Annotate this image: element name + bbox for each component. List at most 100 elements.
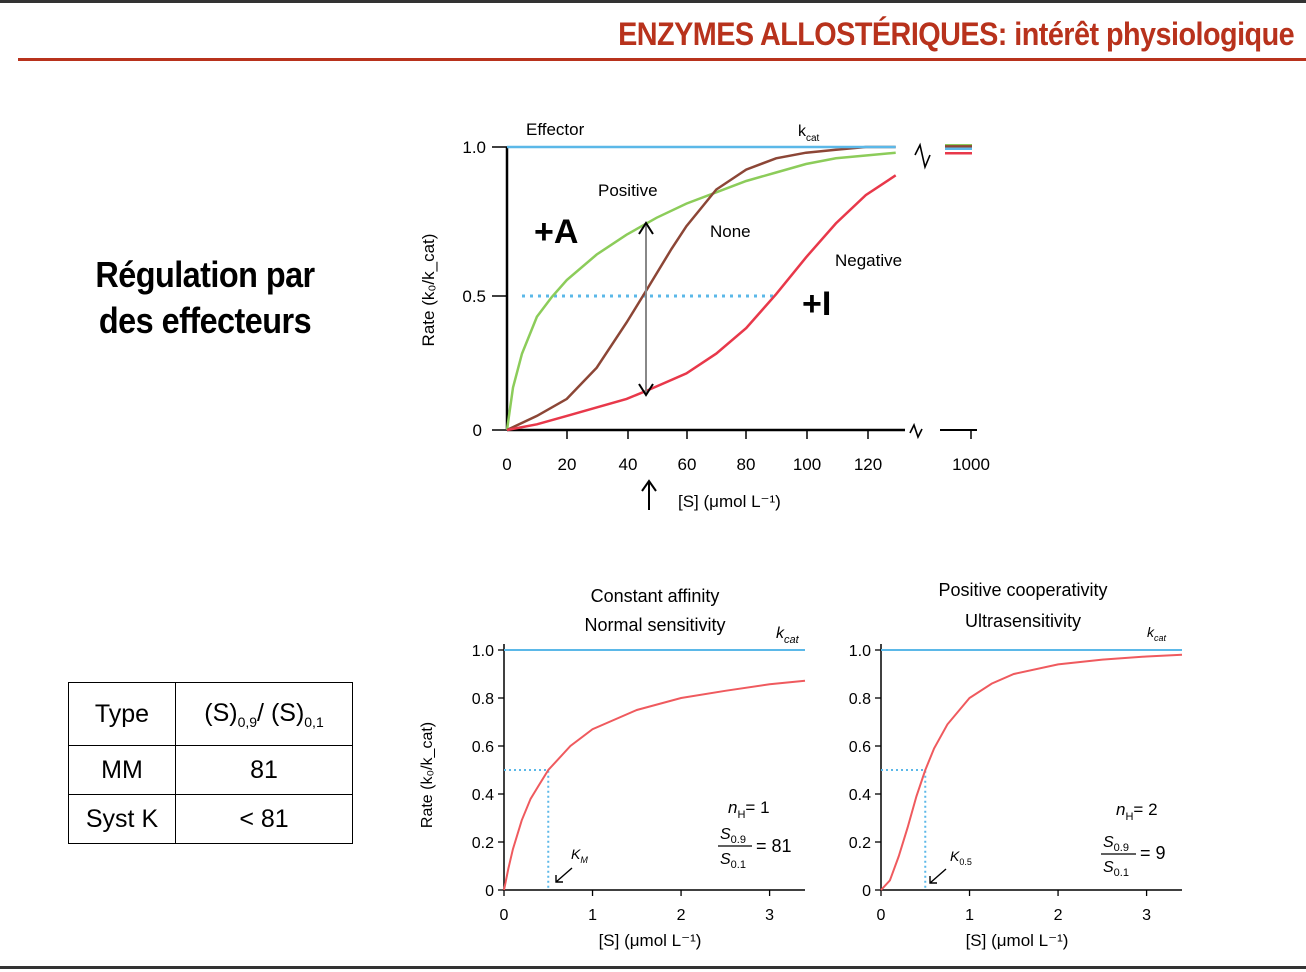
positive-label: Positive (598, 181, 658, 200)
ratio-value: = 81 (756, 836, 792, 856)
constant-affinity-chart: Constant affinity Normal sensitivity kca… (419, 586, 806, 950)
substrate-arrow-icon (641, 479, 657, 510)
table-header-row: Type (S)0,9/ (S)0,1 (68, 682, 353, 746)
y-tick-label: 0.8 (472, 691, 494, 708)
k05-label: K0.5 (950, 848, 972, 867)
table-row: Syst K < 81 (68, 794, 353, 844)
title-underline (18, 58, 1306, 61)
table-header-ratio: (S)0,9/ (S)0,1 (175, 682, 353, 746)
x-tick-label: 0 (500, 907, 509, 924)
x-tick-label: 100 (793, 455, 821, 474)
x-axis-label: [S] (μmol L⁻¹) (599, 931, 702, 950)
x-tick-label: 2 (677, 907, 686, 924)
x-tick-label: 3 (765, 907, 774, 924)
x-tick-label: 60 (678, 455, 697, 474)
effector-label: Effector (526, 120, 585, 139)
y-tick-label: 0.6 (472, 739, 494, 756)
effector-chart: 1.0 0.5 0 0 20 40 60 80 100 120 1000 Rat… (419, 120, 990, 511)
ratio-value: = 9 (1140, 843, 1166, 863)
slide-title: ENZYMES ALLOSTÉRIQUES: intérêt physiolog… (617, 16, 1295, 52)
positive-curve (505, 151, 896, 431)
kcat-label: kcat (1147, 624, 1167, 643)
curves-group (505, 143, 972, 432)
sigmoidal-curve (880, 653, 1183, 891)
subtitle-line-1: Régulation par (95, 254, 315, 295)
y-tick-label: 0.4 (472, 787, 494, 804)
table-cell-type: Syst K (68, 794, 176, 844)
none-curve (506, 145, 896, 432)
k05-pointer-arrow-icon (929, 868, 947, 884)
chart-title-line-2: Ultrasensitivity (965, 611, 1081, 631)
km-pointer-arrow-icon (555, 867, 573, 883)
y-tick-label: 0.2 (472, 835, 494, 852)
kcat-label: kcat (776, 625, 800, 646)
axis-break-icon (909, 422, 923, 440)
table-cell-ratio: < 81 (175, 794, 353, 844)
y-tick-label: 0 (862, 883, 871, 900)
curves-group (880, 649, 1183, 891)
x-tick-label: 1 (965, 907, 974, 924)
slide-subtitle: Régulation par des effecteurs (75, 252, 336, 344)
ratio-numerator: S0.9 (720, 826, 746, 846)
negative-curve (506, 174, 897, 432)
arrow-head-up-icon (638, 221, 654, 235)
hill-coefficient-label: nH= 1 (728, 798, 770, 821)
subtitle-line-2: des effecteurs (98, 300, 312, 341)
y-tick-label: 1.0 (849, 643, 871, 660)
curve-break-icon (914, 142, 931, 170)
x-tick-label: 2 (1054, 907, 1063, 924)
table-cell-type: MM (68, 745, 176, 795)
km-label: KM (571, 846, 588, 865)
x-tick-label: 80 (737, 455, 756, 474)
chart-title-line-2: Normal sensitivity (584, 615, 725, 635)
bottom-border (0, 966, 1306, 969)
x-tick-label: 120 (854, 455, 882, 474)
x-tick-label: 3 (1142, 907, 1151, 924)
y-axis-label: Rate (k₀/k_cat) (419, 234, 438, 347)
x-tick-label: 0 (502, 455, 511, 474)
chart-title-line-1: Positive cooperativity (938, 580, 1107, 600)
x-ticks: 0 1 2 3 (877, 890, 1151, 924)
half-saturation-guide (504, 769, 550, 890)
hill-coefficient-label: nH= 2 (1116, 800, 1158, 823)
x-axis-label: [S] (μmol L⁻¹) (678, 492, 781, 511)
ratio-numerator: S0.9 (1103, 834, 1129, 854)
y-tick-label: 0 (485, 883, 494, 900)
table-header-type: Type (68, 682, 176, 746)
x-ticks: 0 1 2 3 (500, 890, 774, 924)
none-label: None (710, 222, 751, 241)
top-border (0, 0, 1306, 3)
y-ticks: 0 0.2 0.4 0.6 0.8 1.0 (849, 643, 881, 900)
y-tick-label: 1.0 (472, 643, 494, 660)
positive-cooperativity-chart: Positive cooperativity Ultrasensitivity … (849, 580, 1183, 950)
chart-title-line-1: Constant affinity (591, 586, 720, 606)
y-tick-label: 0.8 (849, 691, 871, 708)
kcat-label: kcat (798, 123, 820, 144)
x-tick-label: 20 (558, 455, 577, 474)
x-ticks: 0 20 40 60 80 100 120 1000 (502, 430, 990, 474)
y-ticks: 0 0.2 0.4 0.6 0.8 1.0 (472, 643, 504, 900)
x-tick-label: 1 (588, 907, 597, 924)
x-tick-label: 40 (619, 455, 638, 474)
ratio-denominator: S0.1 (1103, 859, 1129, 879)
y-tick-label: 0.2 (849, 835, 871, 852)
sensitivity-ratio-table: Type (S)0,9/ (S)0,1 MM 81 Syst K < 81 (68, 682, 353, 844)
x-tick-label: 1000 (952, 455, 990, 474)
x-tick-label: 0 (877, 907, 886, 924)
x-axis-label: [S] (μmol L⁻¹) (966, 931, 1069, 950)
table-row: MM 81 (68, 745, 353, 795)
y-axis-label: Rate (k₀/k_cat) (419, 722, 436, 828)
hyperbolic-curve (503, 679, 806, 891)
arrow-head-down-icon (638, 383, 654, 397)
y-tick-label: 0.5 (462, 287, 486, 306)
y-tick-label: 0 (473, 421, 482, 440)
table-cell-ratio: 81 (175, 745, 353, 795)
ratio-denominator: S0.1 (720, 851, 746, 871)
y-ticks: 1.0 0.5 0 (462, 138, 507, 440)
activator-label: +A (534, 213, 578, 251)
inhibitor-label: +I (802, 285, 831, 323)
negative-label: Negative (835, 251, 902, 270)
y-tick-label: 0.4 (849, 787, 871, 804)
y-tick-label: 0.6 (849, 739, 871, 756)
